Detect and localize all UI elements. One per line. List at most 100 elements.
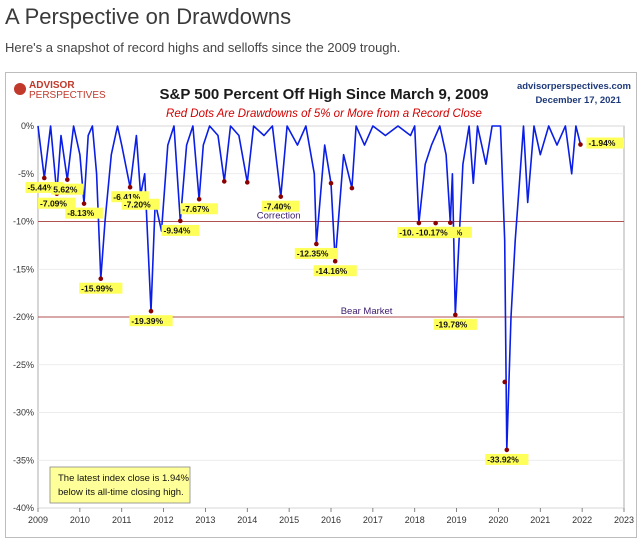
drawdown-dot [127,184,133,190]
drawdown-dot [314,241,319,247]
x-tick-label: 2022 [572,515,592,525]
drawdown-labels: -5.44% -7.09% 5.62% -8.13% -15.99% -6.41%-7.2… [25,137,625,465]
source-site: advisorperspectives.com [517,81,631,92]
drawdown-label: -7.67% [182,204,209,214]
axes: 0% -5% -10% -15% -20% -25% -30% -35% -40% 2009 201… [13,121,634,525]
drawdown-label-bg [51,183,84,195]
x-tick-label: 2017 [363,515,383,525]
note-line1: The latest index close is 1.94% [58,473,190,484]
drawdown-label-bg [79,282,123,294]
drawdown-dots [41,142,583,453]
chart-frame: ADVISOR PERSPECTIVES S&P 500 Percent Off… [5,72,637,538]
drawdown-label-bg [433,318,477,330]
drawdown-dot [98,276,104,282]
drawdown-dot [278,194,284,199]
logo-mark-icon [14,83,26,95]
drawdown-label-bg [161,224,200,236]
drawdown-label-bg [129,315,173,327]
logo-line1: ADVISOR [29,80,75,91]
y-tick-label: -40% [13,503,34,513]
drawdown-dot [447,220,453,226]
x-tick-label: 2018 [405,515,425,525]
source-date: December 17, 2021 [535,95,621,106]
logo-line2: PERSPECTIVES [29,90,106,101]
drawdown-dot [502,379,508,385]
note-box: The latest index close is 1.94% below it… [49,466,191,504]
drawdown-label: -1.94% [588,138,615,148]
drawdown-label: -6.41% [113,192,140,202]
x-tick-label: 2013 [195,515,215,525]
drawdown-chart: ADVISOR PERSPECTIVES S&P 500 Percent Off… [13,80,634,525]
drawdown-label: -7.20% [124,199,151,209]
note-line2: below its all-time closing high. [58,487,184,498]
drawdown-label: 5.62% [53,184,78,194]
drawdown-label-bg [38,197,76,209]
drawdown-dot [332,258,338,264]
y-tick-label: 0% [21,121,34,131]
x-tick-label: 2015 [279,515,299,525]
drawdown-dot [65,177,70,182]
x-tick-label: 2009 [28,515,48,525]
drawdown-label-bg [180,203,218,215]
drawdown-label-bg [25,181,64,193]
drawdown-dot [504,447,510,453]
x-tick-label: 2019 [447,515,467,525]
drawdown-dot [349,185,355,191]
drawdown-dot [328,181,334,186]
drawdown-dot [221,179,227,184]
y-tick-label: -20% [13,312,34,322]
x-tick-label: 2012 [154,515,174,525]
drawdown-dot [416,220,422,226]
drawdown-dot [453,312,458,318]
drawdown-dot [41,175,47,181]
drawdown-label-bg [65,207,103,219]
drawdown-label: -5.44% [27,183,54,193]
series [37,125,582,451]
x-tick-label: 2010 [70,515,90,525]
drawdown-dot [578,142,583,147]
drawdown-label-bg [121,198,160,210]
drawdown-label: -8.13% [67,208,94,218]
drawdown-label: -15.99% [81,283,113,293]
drawdown-label: -7.09% [40,198,67,208]
x-tick-label: 2014 [237,515,257,525]
y-tick-label: -30% [13,408,34,418]
y-tick-label: -25% [13,360,34,370]
drawdown-dot [433,220,438,226]
drawdown-label: -12.35% [297,249,329,259]
drawdown-dot [81,201,87,206]
x-tick-label: 2016 [321,515,341,525]
y-tick-label: -10% [13,217,34,227]
x-tick-label: 2011 [112,515,131,525]
page-subtitle: Here's a snapshot of record highs and se… [5,40,401,55]
reference-lines: Correction Bear Market [38,211,624,318]
drawdown-label: -14.16% [316,266,348,276]
drawdown-label: -33.92% [487,455,519,465]
drawdown-label: -9.94% [164,226,191,236]
drawdown-label-bg [294,247,338,259]
drawdown-label-bg [111,191,149,203]
chart-subtitle: Red Dots Are Drawdowns of 5% or More fro… [166,108,482,120]
advisor-perspectives-logo: ADVISOR PERSPECTIVES [14,80,106,101]
drawdown-dot [148,308,154,314]
drawdown-label-bg [485,453,529,465]
drawdown-dot [178,218,183,224]
y-tick-label: -15% [13,264,34,274]
drawdown-label: -10.17% [416,228,448,238]
x-tick-label: 2023 [614,515,634,525]
drawdown-dot [244,180,250,185]
reference-line-label: Bear Market [341,306,393,317]
drawdown-label: -19.78% [436,319,468,329]
x-tick-label: 2021 [530,515,550,525]
drawdown-dot [196,196,202,202]
x-tick-label: 2020 [488,515,508,525]
chart-title: S&P 500 Percent Off High Since March 9, … [159,86,488,103]
y-tick-label: -5% [18,169,34,179]
drawdown-label-bg [313,265,357,277]
percent-off-high-line [37,125,582,451]
drawdown-label-bg [261,200,300,212]
page-title: A Perspective on Drawdowns [5,4,292,29]
reference-line-label: Correction [257,211,301,222]
y-tick-label: -35% [13,455,34,465]
drawdown-label: -19.39% [131,316,163,326]
